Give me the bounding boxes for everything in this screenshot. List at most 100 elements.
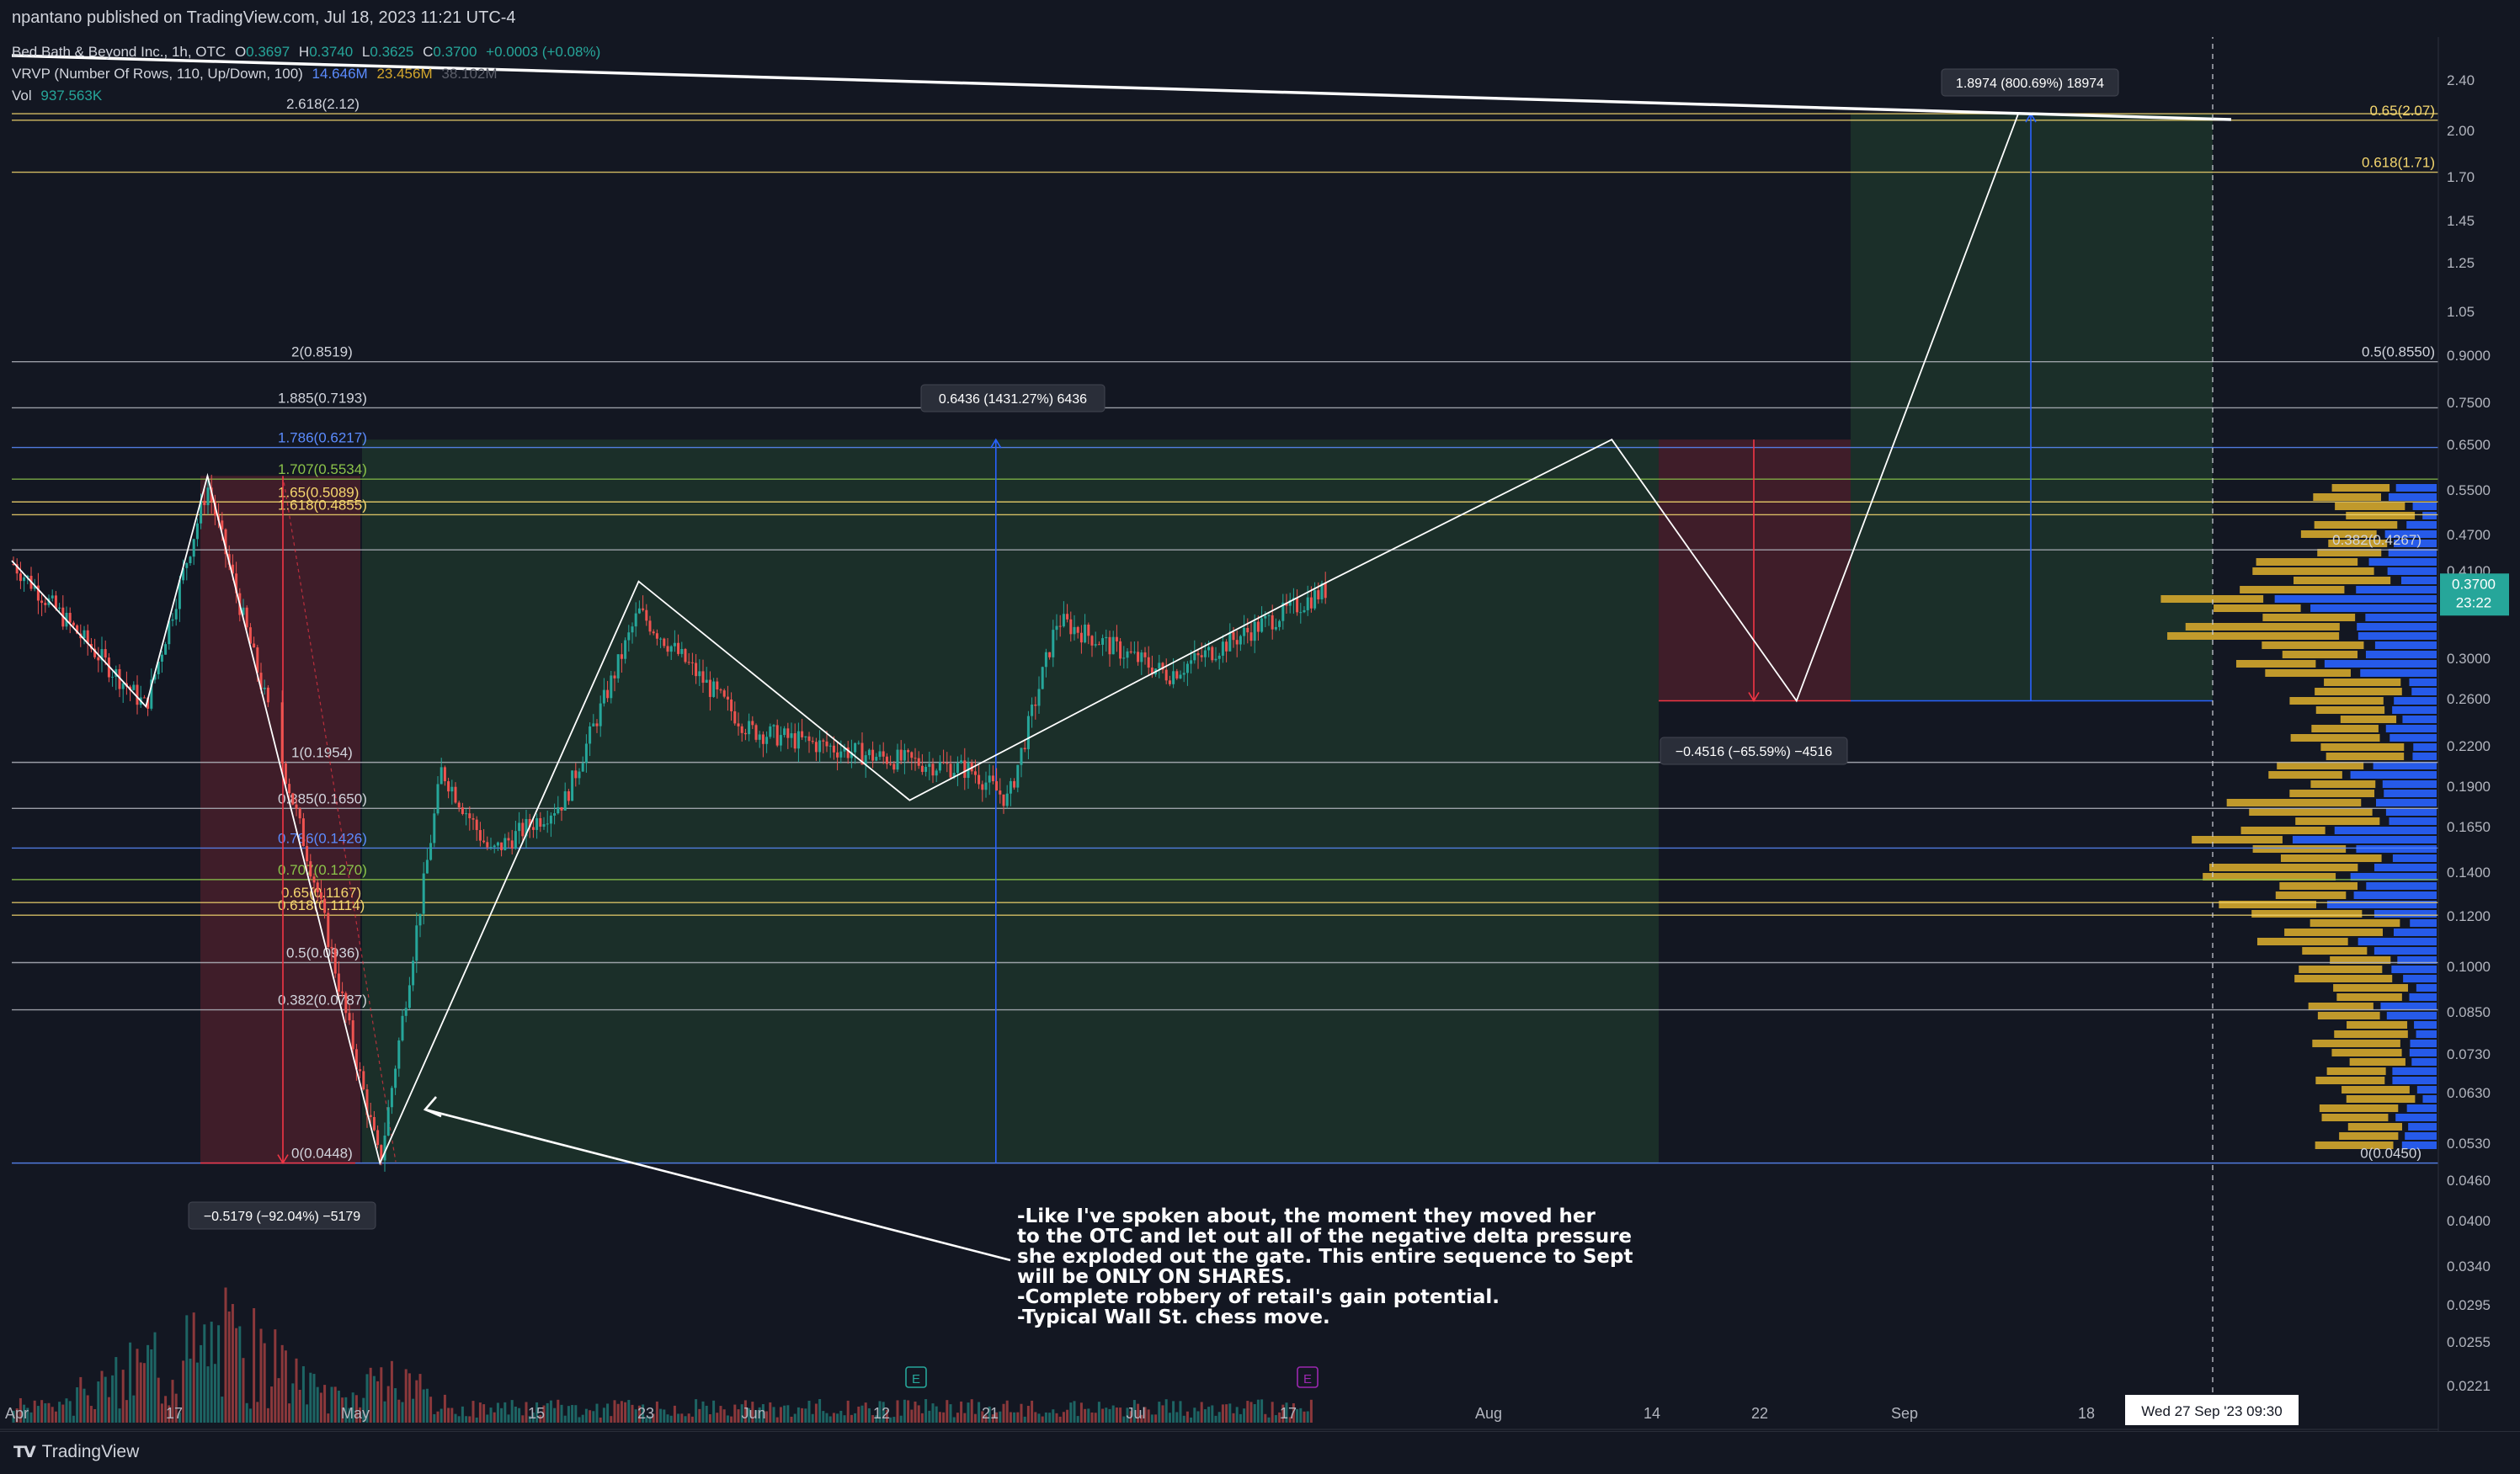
candle-body [1271, 615, 1274, 630]
vp-down-bar [2280, 854, 2382, 862]
vrvp-legend[interactable]: VRVP (Number Of Rows, 110, Up/Down, 100)… [12, 66, 503, 82]
volume-bar [259, 1328, 263, 1423]
candle-body [818, 740, 822, 753]
candle-body [1031, 704, 1034, 716]
volume-bar [61, 1404, 65, 1423]
candle-body [104, 649, 107, 658]
tradingview-brand[interactable]: TV TradingView [13, 1442, 139, 1462]
candle-body [54, 595, 57, 609]
volume-bar [772, 1407, 775, 1423]
volume-bar [266, 1407, 269, 1423]
volume-bar [602, 1407, 605, 1423]
candle-body [924, 766, 928, 772]
volume-bar [981, 1411, 984, 1423]
candle-body [309, 861, 312, 877]
vp-down-bar [2219, 901, 2317, 908]
candle-body [854, 742, 857, 753]
volume-bar [751, 1402, 754, 1423]
short-zone-left-edge [355, 476, 360, 1163]
vp-up-bar [2365, 651, 2437, 658]
candle-body [712, 681, 716, 697]
volume-bar [104, 1376, 107, 1423]
candle-body [1264, 615, 1267, 619]
candle-body [333, 948, 337, 974]
volume-bar [493, 1412, 496, 1423]
candle-body [857, 742, 860, 744]
vp-down-bar [2310, 780, 2376, 788]
volume-bar [867, 1407, 871, 1423]
vp-up-bar [2380, 1003, 2437, 1010]
time-axis-label: 17 [166, 1405, 183, 1422]
volume-bar [807, 1400, 811, 1423]
volume-bar [12, 1410, 15, 1423]
vp-up-bar [2384, 530, 2437, 538]
candle-body [86, 630, 89, 644]
volume-bar [295, 1358, 298, 1423]
volume-legend[interactable]: Vol 937.563K [12, 88, 107, 104]
candle-body [107, 657, 110, 678]
vp-down-bar [2336, 993, 2402, 1001]
candle-body [253, 643, 256, 648]
candle-body [850, 752, 853, 758]
volume-bar [1249, 1402, 1253, 1423]
time-axis-label: 14 [1644, 1405, 1660, 1422]
candle-body [642, 608, 645, 610]
vp-up-bar [2394, 540, 2437, 547]
volume-bar [684, 1416, 687, 1423]
symbol-title[interactable]: Bed Bath & Beyond Inc., 1h, OTC [12, 44, 226, 60]
volume-bar [475, 1417, 478, 1423]
vp-up-bar [2365, 614, 2437, 621]
price-axis-label: 1.05 [2447, 304, 2475, 320]
volume-bar [1013, 1412, 1016, 1423]
candle-body [659, 638, 663, 640]
volume-bar [168, 1405, 171, 1423]
volume-bar [882, 1402, 885, 1423]
candle-body [885, 756, 888, 764]
volume-bar [457, 1416, 461, 1423]
volume-bar [578, 1417, 581, 1423]
candle-body [323, 898, 327, 913]
candle-body [1306, 597, 1309, 610]
vp-up-bar [2395, 1114, 2437, 1121]
volume-bar [1256, 1399, 1260, 1423]
candle-body [1094, 644, 1097, 646]
vp-down-bar [2294, 577, 2391, 584]
vp-up-bar [2376, 799, 2437, 806]
volume-bar [705, 1405, 708, 1423]
note-line: -Like I've spoken about, the moment they… [1017, 1205, 1596, 1227]
vp-down-bar [2203, 873, 2336, 881]
candle-body [896, 749, 899, 770]
candle-body [814, 742, 818, 753]
volume-bar [984, 1415, 988, 1423]
candle-body [1260, 618, 1264, 632]
vp-up-bar [2357, 623, 2437, 631]
volume-bar [83, 1388, 86, 1423]
candle-body [825, 741, 828, 747]
vp-down-bar [2262, 641, 2364, 649]
vp-up-bar [2392, 854, 2437, 862]
time-axis-label: 12 [873, 1405, 890, 1422]
candle-body [584, 743, 588, 764]
candle-body [514, 831, 517, 849]
volume-bar [907, 1400, 910, 1423]
volume-bar [871, 1415, 875, 1423]
volume-bar [383, 1401, 386, 1423]
volume-bar [312, 1374, 316, 1423]
vp-up-bar [2392, 1067, 2437, 1075]
volume-bar [995, 1412, 999, 1423]
candle-body [1137, 652, 1140, 663]
candle-body [422, 873, 425, 914]
volume-bar [1048, 1413, 1052, 1423]
fib-label: 0.707(0.1270) [278, 862, 367, 878]
candle-body [1073, 626, 1076, 635]
volume-bar [1073, 1401, 1076, 1423]
vp-down-bar [2326, 1067, 2386, 1075]
volume-bar [1087, 1408, 1090, 1423]
volume-bar [510, 1400, 514, 1423]
volume-bar [319, 1392, 322, 1423]
vp-up-bar [2403, 975, 2437, 982]
candle-body [136, 684, 139, 705]
volume-bar [238, 1326, 242, 1423]
volume-bar [942, 1412, 946, 1423]
